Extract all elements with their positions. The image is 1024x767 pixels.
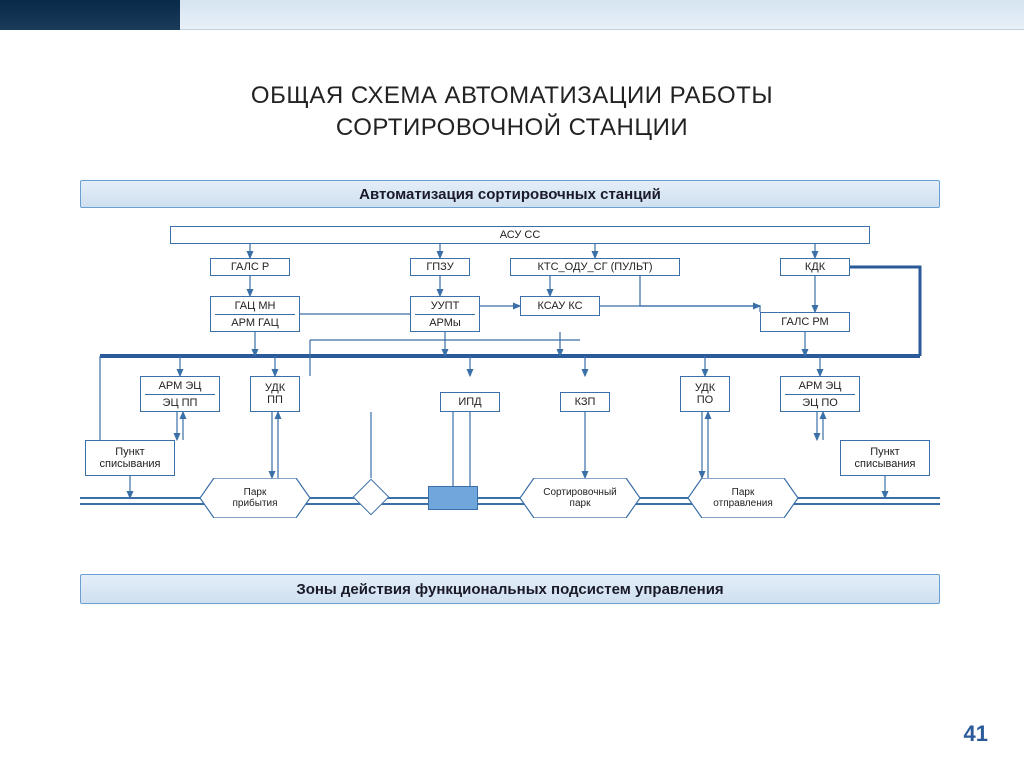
node-sort-park: Сортировочныйпарк: [520, 478, 640, 518]
node-diamond: [353, 479, 390, 516]
node-punkt-left: Пунктсписывания: [85, 440, 175, 476]
node-gals-rm: ГАЛС РМ: [760, 312, 850, 332]
diagram-canvas: Автоматизация сортировочных станций Зоны …: [80, 180, 940, 610]
node-ksau-ks: КСАУ КС: [520, 296, 600, 316]
title-line-1: ОБЩАЯ СХЕМА АВТОМАТИЗАЦИИ РАБОТЫ: [251, 82, 773, 109]
: УУПТ: [415, 298, 475, 315]
node-park-otpravlenia-label: Паркотправления: [688, 478, 798, 518]
node-sort-park-label: Сортировочныйпарк: [520, 478, 640, 518]
node-park-otpravlenia: Паркотправления: [688, 478, 798, 518]
node-arm-ec-left: АРМ ЭЦЭЦ ПП: [140, 376, 220, 412]
slide-title: ОБЩАЯ СХЕМА АВТОМАТИЗАЦИИ РАБОТЫ СОРТИРО…: [0, 80, 1024, 145]
: АРМ ГАЦ: [215, 315, 295, 331]
: ЭЦ ПП: [145, 395, 215, 411]
node-kdk: КДК: [780, 258, 850, 276]
node-gpzu: ГПЗУ: [410, 258, 470, 276]
: АРМы: [415, 315, 475, 331]
node-kts: КТС_ОДУ_СГ (ПУЛЬТ): [510, 258, 680, 276]
band-top: Автоматизация сортировочных станций: [80, 180, 940, 208]
band-bottom: Зоны действия функциональных подсистем у…: [80, 574, 940, 604]
node-kzp: КЗП: [560, 392, 610, 412]
header-accent-dark: [0, 0, 180, 30]
header-bar: [0, 0, 1024, 40]
: АРМ ЭЦ: [785, 378, 855, 395]
header-accent-light: [180, 0, 1024, 30]
node-ipd: ИПД: [440, 392, 500, 412]
node-fill-block: [428, 486, 478, 510]
node-arm-ec-right: АРМ ЭЦЭЦ ПО: [780, 376, 860, 412]
node-udk-pp: УДКПП: [250, 376, 300, 412]
slide: ОБЩАЯ СХЕМА АВТОМАТИЗАЦИИ РАБОТЫ СОРТИРО…: [0, 0, 1024, 767]
: ГАЦ МН: [215, 298, 295, 315]
: АРМ ЭЦ: [145, 378, 215, 395]
node-park-pribytia-label: Паркприбытия: [200, 478, 310, 518]
title-line-2: СОРТИРОВОЧНОЙ СТАНЦИИ: [336, 114, 688, 141]
node-park-pribytia: Паркприбытия: [200, 478, 310, 518]
node-punkt-right: Пунктсписывания: [840, 440, 930, 476]
node-udk-po: УДКПО: [680, 376, 730, 412]
node-uupt: УУПТАРМы: [410, 296, 480, 332]
: ЭЦ ПО: [785, 395, 855, 411]
page-number: 41: [964, 721, 988, 747]
node-gals-r: ГАЛС Р: [210, 258, 290, 276]
node-asu-ss: АСУ СС: [170, 226, 870, 244]
node-gac: ГАЦ МНАРМ ГАЦ: [210, 296, 300, 332]
